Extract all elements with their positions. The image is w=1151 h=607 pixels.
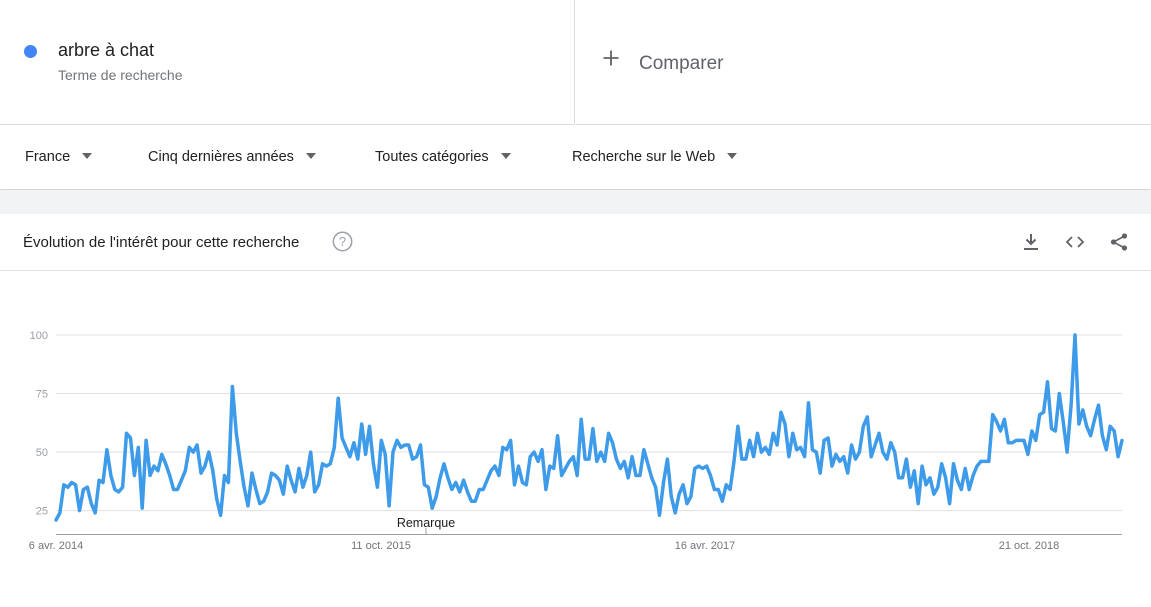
dropdown-caret-icon: [500, 153, 511, 159]
filter-search-type-label: Recherche sur le Web: [572, 149, 716, 165]
y-tick-label: 100: [30, 330, 48, 342]
share-icon[interactable]: [1108, 231, 1130, 253]
filter-category-dropdown[interactable]: Toutes catégories: [375, 149, 511, 165]
y-tick-label: 75: [36, 389, 48, 401]
filter-category-label: Toutes catégories: [375, 149, 489, 165]
x-tick-label: 6 avr. 2014: [29, 540, 83, 552]
dropdown-caret-icon: [305, 153, 316, 159]
filter-region-label: France: [25, 149, 71, 165]
filter-period-dropdown[interactable]: Cinq dernières années: [148, 149, 316, 165]
help-icon[interactable]: ?: [332, 231, 353, 252]
search-term-card[interactable]: arbre à chat Terme de recherche: [0, 0, 575, 125]
x-tick-label: 16 avr. 2017: [675, 540, 736, 552]
download-icon[interactable]: [1020, 231, 1042, 253]
panel-title: Évolution de l'intérêt pour cette recher…: [23, 234, 300, 251]
annotation-label[interactable]: Remarque: [397, 516, 455, 530]
panel-divider: [0, 270, 1151, 271]
search-term-label[interactable]: arbre à chat: [58, 40, 155, 60]
term-color-dot: [24, 45, 37, 58]
filter-bar: France Cinq dernières années Toutes caté…: [0, 126, 1151, 189]
x-tick-label: 21 oct. 2018: [999, 540, 1060, 552]
x-tick-label: 11 oct. 2015: [351, 540, 411, 552]
filter-period-label: Cinq dernières années: [148, 149, 294, 165]
annotation-marker[interactable]: Remarque: [397, 516, 455, 534]
compare-button[interactable]: Comparer: [576, 0, 1151, 125]
compare-label: Comparer: [639, 53, 724, 74]
search-term-sublabel: Terme de recherche: [58, 67, 183, 83]
interest-over-time-panel: Évolution de l'intérêt pour cette recher…: [0, 214, 1151, 607]
section-gap: [0, 190, 1151, 214]
dropdown-caret-icon: [727, 153, 738, 159]
embed-code-icon[interactable]: [1064, 231, 1086, 253]
filter-region-dropdown[interactable]: France: [25, 149, 93, 165]
y-tick-label: 50: [36, 447, 48, 459]
y-tick-label: 25: [36, 506, 48, 518]
series-line: [54, 333, 1124, 522]
interest-line-chart: 25 50 75 100 6 avr. 2014 11 oct. 2015 16 avr.…: [29, 330, 1124, 552]
filter-search-type-dropdown[interactable]: Recherche sur le Web: [572, 149, 738, 165]
svg-text:?: ?: [339, 234, 346, 249]
plus-icon: [603, 50, 619, 66]
dropdown-caret-icon: [82, 153, 93, 159]
